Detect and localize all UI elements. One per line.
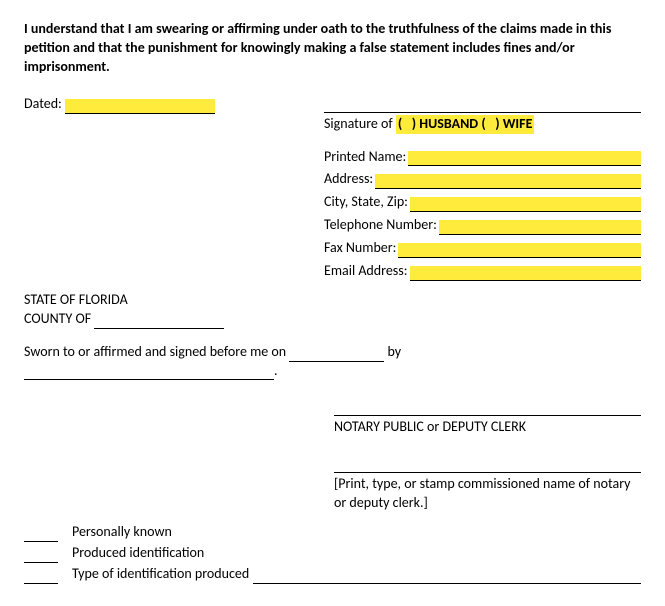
print-stamp-caption: [Print, type, or stamp commissioned name… [334,475,641,513]
notary-name-line[interactable] [334,455,641,473]
csz-blank[interactable] [410,197,641,212]
email-blank[interactable] [410,266,642,281]
sworn-line: Sworn to or affirmed and signed before m… [24,343,641,381]
telephone-blank[interactable] [439,220,641,235]
address-blank[interactable] [375,174,641,189]
signature-line[interactable] [324,95,641,113]
csz-field: City, State, Zip: [324,193,641,212]
county-line: COUNTY OF [24,310,641,329]
csz-label: City, State, Zip: [324,193,410,212]
dated-label: Dated: [24,95,62,112]
sworn-prefix: Sworn to or affirmed and signed before m… [24,343,286,360]
oath-statement: I understand that I am swearing or affir… [24,20,641,77]
fax-field: Fax Number: [324,239,641,258]
signature-of-text: Signature of [324,115,393,132]
checkbox-section: Personally known Produced identification… [24,523,641,584]
produced-id-label: Produced identification [72,544,204,563]
notary-signature-line[interactable] [334,398,641,416]
husband-label[interactable]: HUSBAND [419,115,478,132]
email-field: Email Address: [324,262,641,281]
printed-name-label: Printed Name: [324,148,408,167]
email-label: Email Address: [324,262,410,281]
husband-checkbox-group: ( ) HUSBAND ( ) WIFE [396,115,535,134]
notary-caption: NOTARY PUBLIC or DEPUTY CLERK [334,418,641,437]
printed-name-blank[interactable] [408,151,641,166]
produced-id-check[interactable] [24,550,58,563]
wife-label[interactable]: WIFE [503,115,533,132]
county-label: COUNTY OF [24,310,91,327]
telephone-label: Telephone Number: [324,216,439,235]
sworn-date-blank[interactable] [289,347,384,362]
fax-blank[interactable] [398,243,641,258]
sworn-by: by [387,343,401,360]
signature-caption: Signature of ( ) HUSBAND ( ) WIFE [324,115,641,134]
printed-name-field: Printed Name: [324,148,641,167]
personally-known-check[interactable] [24,529,58,542]
county-blank[interactable] [94,314,224,329]
sworn-name-blank[interactable] [24,365,274,380]
state-line: STATE OF FLORIDA [24,291,641,310]
type-id-label: Type of identification produced [72,565,249,584]
dated-blank[interactable] [65,99,215,114]
address-field: Address: [324,170,641,189]
fax-label: Fax Number: [324,239,398,258]
type-id-check[interactable] [24,571,58,584]
personally-known-label: Personally known [72,523,172,542]
address-label: Address: [324,170,375,189]
telephone-field: Telephone Number: [324,216,641,235]
type-id-blank[interactable] [253,571,641,584]
